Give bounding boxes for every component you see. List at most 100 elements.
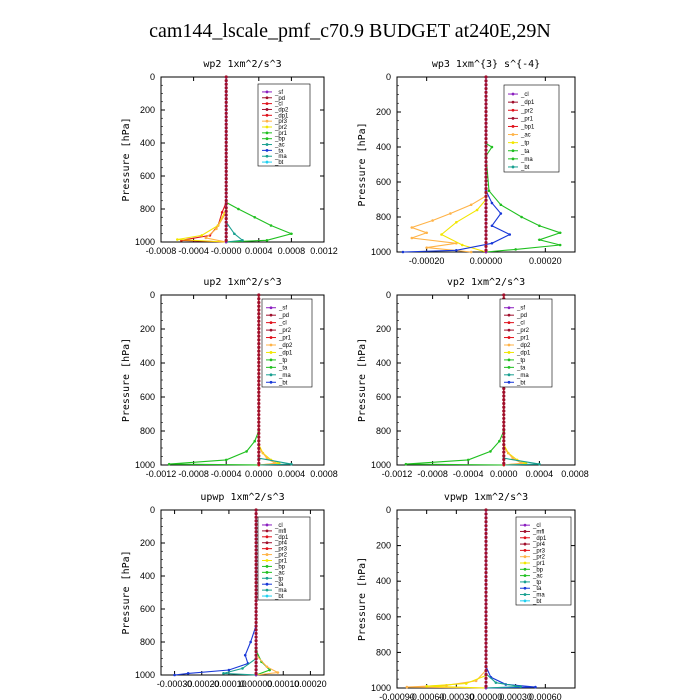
zero-line-marker (484, 614, 488, 618)
zero-line-marker (484, 653, 488, 657)
legend-marker (265, 529, 269, 533)
zero-line-marker (502, 431, 506, 435)
zero-line-marker (224, 155, 228, 159)
zero-line-marker (484, 121, 488, 125)
legend-marker (265, 160, 269, 164)
zero-line-marker (484, 102, 488, 106)
legend-marker (269, 380, 273, 384)
zero-line-marker (484, 602, 488, 606)
legend-entry: _bt (274, 594, 284, 600)
legend-entry: _pr1 (532, 561, 546, 567)
legend-marker (265, 131, 269, 135)
y-tick-label: 400 (376, 576, 391, 586)
legend-box (261, 298, 313, 388)
zero-line-marker (484, 179, 488, 183)
zero-line-marker (224, 86, 228, 90)
zero-line-marker (484, 680, 488, 684)
data-point (511, 456, 514, 460)
legend-entry: _cl (516, 321, 525, 327)
zero-line-marker (254, 508, 258, 512)
series-line-pr3 (426, 510, 487, 689)
data-point (404, 462, 408, 466)
zero-line-marker (484, 171, 488, 175)
panel-4: vp2 1xm^2/s^3 Pressure [hPa] 0 200 400 600 800… (357, 277, 589, 479)
zero-line-marker (484, 524, 488, 528)
zero-line-marker (484, 217, 488, 222)
zero-line-marker (254, 668, 258, 672)
legend-marker (265, 594, 269, 598)
legend-marker (265, 588, 269, 592)
x-tick-label: -0.00090 (379, 692, 415, 700)
data-point (534, 685, 537, 689)
zero-line-marker (254, 602, 258, 606)
legend-marker (265, 102, 269, 106)
data-point (241, 239, 244, 242)
zero-line-marker (502, 398, 506, 402)
legend-entry: _ac (274, 143, 285, 149)
zero-line-marker (484, 668, 488, 673)
legend-marker (511, 133, 515, 136)
zero-line-marker (484, 75, 488, 79)
zero-line-marker (254, 649, 258, 654)
zero-line-marker (484, 233, 488, 237)
series-line-dp1 (181, 77, 227, 243)
zero-line-marker (224, 148, 228, 152)
data-point (253, 215, 257, 219)
zero-line-marker (257, 356, 261, 361)
legend-marker (265, 535, 269, 539)
zero-line-marker (257, 364, 261, 368)
legend-entry: _mfl (274, 529, 286, 535)
zero-line-marker (257, 349, 261, 353)
legend-marker (523, 567, 527, 571)
legend-entry: _bp (274, 564, 286, 570)
legend-marker (511, 116, 515, 120)
zero-line-marker (484, 586, 488, 590)
series-line-tp (174, 510, 257, 676)
zero-line-marker (502, 413, 506, 417)
y-tick-label: 600 (376, 392, 391, 402)
zero-line-marker (224, 224, 228, 228)
zero-line-marker (254, 664, 258, 668)
zero-line-marker (257, 405, 261, 409)
legend-marker (507, 380, 511, 384)
zero-line-marker (254, 519, 258, 523)
zero-line-marker (484, 117, 488, 121)
legend-marker (511, 108, 515, 112)
zero-line-marker (484, 86, 488, 91)
panel-6: vpwp 1xm^2/s^3 Pressure [hPa] 0 200 400 600 80… (357, 492, 576, 700)
zero-line-marker (254, 635, 258, 639)
zero-line-marker (484, 539, 488, 543)
legend-entry: _sf (278, 306, 287, 312)
x-tick-label: 0.0004 (526, 469, 554, 479)
zero-line-marker (224, 162, 228, 166)
y-axis-label: Pressure [hPa] (121, 550, 132, 634)
zero-line-marker (224, 169, 228, 173)
zero-line-marker (484, 582, 488, 587)
data-point (265, 665, 269, 669)
zero-line-marker (224, 198, 228, 203)
y-tick-label: 400 (376, 358, 391, 368)
data-point (558, 243, 562, 247)
zero-line-marker (254, 544, 258, 548)
data-point (440, 233, 443, 236)
data-point (215, 227, 218, 231)
zero-line-marker (254, 555, 258, 559)
panel-title: upwp 1xm^2/s^3 (200, 492, 284, 503)
legend-entry: _tp (532, 580, 542, 586)
legend-entry: _dp1 (520, 100, 535, 106)
zero-line-marker (257, 446, 261, 450)
zero-line-marker (484, 190, 488, 195)
zero-line-marker (224, 216, 228, 221)
zero-line-marker (254, 620, 258, 625)
legend-marker (523, 580, 527, 584)
zero-line-marker (484, 543, 488, 547)
y-tick-label: 800 (140, 426, 155, 436)
zero-line-marker (257, 413, 261, 417)
data-point (489, 450, 492, 453)
zero-line-marker (484, 571, 488, 575)
y-tick-label: 200 (376, 324, 391, 334)
data-point (290, 232, 293, 236)
zero-line-marker (484, 137, 488, 141)
legend-marker (507, 351, 511, 354)
legend-marker (523, 586, 527, 590)
